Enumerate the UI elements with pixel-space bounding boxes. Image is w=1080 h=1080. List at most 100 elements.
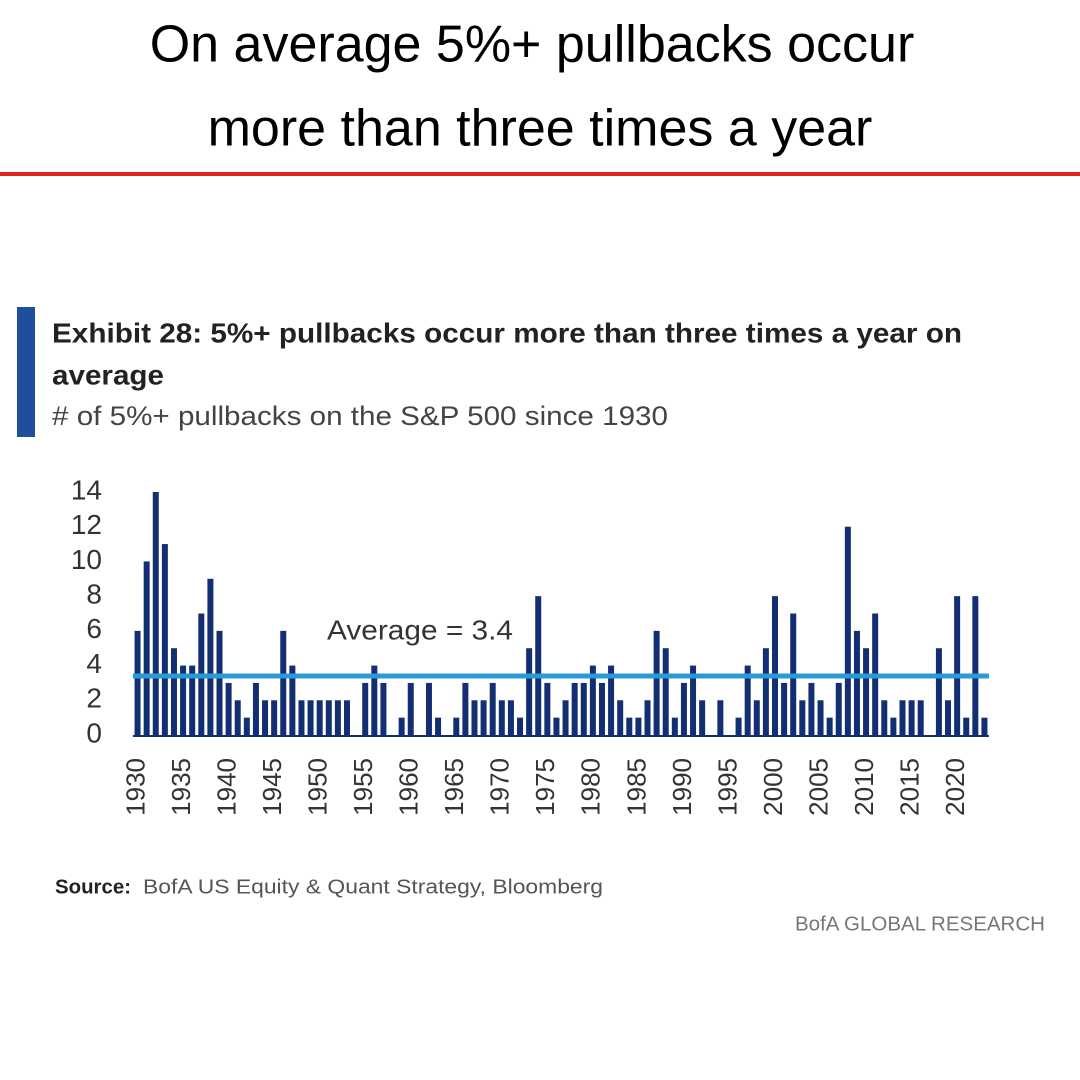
branding: BofA GLOBAL RESEARCH [795, 913, 1045, 935]
bar [134, 630, 141, 735]
bar [935, 648, 942, 735]
bar [835, 682, 842, 735]
divider [0, 172, 1080, 176]
bar [471, 700, 478, 735]
bar [562, 700, 569, 735]
bar [170, 648, 177, 735]
bar [808, 682, 815, 735]
y-tick-label: 10 [71, 544, 102, 575]
bar [498, 700, 505, 735]
bar [662, 648, 669, 735]
bar [735, 717, 742, 735]
bar [143, 561, 150, 735]
x-tick-label: 2020 [940, 758, 970, 816]
bar [252, 682, 259, 735]
bar [535, 596, 542, 735]
bar [180, 665, 187, 735]
bar [981, 717, 988, 735]
x-tick-label: 1945 [257, 758, 287, 816]
bar [589, 665, 596, 735]
bar [161, 544, 168, 735]
x-tick-label: 2015 [894, 758, 924, 816]
bar [717, 700, 724, 735]
bar [580, 682, 587, 735]
bar [526, 648, 533, 735]
header-title: more than three times a year [208, 100, 873, 158]
bar [507, 700, 514, 735]
y-tick-label: 6 [86, 613, 102, 644]
bar [462, 682, 469, 735]
bar [216, 630, 223, 735]
bar [881, 700, 888, 735]
header-title: On average 5%+ pullbacks occur [150, 16, 915, 74]
chart-subtitle: # of 5%+ pullbacks on the S&P 500 since … [52, 401, 668, 431]
x-tick-label: 1930 [120, 758, 150, 816]
bar [480, 700, 487, 735]
bar [316, 700, 323, 735]
bar [617, 700, 624, 735]
bar [917, 700, 924, 735]
bar [635, 717, 642, 735]
bar [371, 665, 378, 735]
x-tick-label: 1975 [530, 758, 560, 816]
bar [189, 665, 196, 735]
bar [799, 700, 806, 735]
bar [453, 717, 460, 735]
chart-title: Exhibit 28: 5%+ pullbacks occur more tha… [52, 317, 962, 348]
bar [690, 665, 697, 735]
bar [598, 682, 605, 735]
source: BofA US Equity & Quant Strategy, Bloombe… [143, 876, 603, 898]
bar [908, 700, 915, 735]
bar [207, 578, 214, 735]
bar [899, 700, 906, 735]
bar [362, 682, 369, 735]
y-tick-label: 8 [86, 579, 102, 610]
bar [517, 717, 524, 735]
y-tick-label: 0 [86, 717, 102, 748]
bar [380, 682, 387, 735]
bar [753, 700, 760, 735]
bar [945, 700, 952, 735]
bar [243, 717, 250, 735]
bar [152, 492, 159, 735]
bar [890, 717, 897, 735]
bar [407, 682, 414, 735]
bar [972, 596, 979, 735]
x-tick-label: 1935 [166, 758, 196, 816]
x-tick-label: 1985 [621, 758, 651, 816]
bar [699, 700, 706, 735]
bar [644, 700, 651, 735]
bar [762, 648, 769, 735]
y-tick-label: 4 [86, 648, 102, 679]
bar [234, 700, 241, 735]
bar [289, 665, 296, 735]
plot: 02 4 68 10 12 14 1930 1935 1940 1945 1950 1955 1960 1… [71, 474, 989, 816]
source-label: Source: [55, 876, 131, 898]
bar [571, 682, 578, 735]
y-tick-label: 12 [71, 509, 102, 540]
x-tick-label: 1990 [667, 758, 697, 816]
bar [626, 717, 633, 735]
x-tick-label: 1955 [348, 758, 378, 816]
bar [325, 700, 332, 735]
bar [608, 665, 615, 735]
x-tick-label: 2000 [758, 758, 788, 816]
bar [489, 682, 496, 735]
bar [553, 717, 560, 735]
bar [398, 717, 405, 735]
x-tick-label: 1970 [485, 758, 515, 816]
bar [425, 682, 432, 735]
bar [772, 596, 778, 735]
bar [853, 630, 860, 735]
bar [344, 700, 350, 735]
bar [653, 630, 660, 735]
x-tick-label: 2010 [849, 758, 879, 816]
x-tick-label: 1995 [712, 758, 742, 816]
accent-bar [17, 307, 35, 437]
bar [680, 682, 687, 735]
x-tick-label: 1965 [439, 758, 469, 816]
bar [435, 717, 442, 735]
x-tick-label: 1940 [211, 758, 241, 816]
